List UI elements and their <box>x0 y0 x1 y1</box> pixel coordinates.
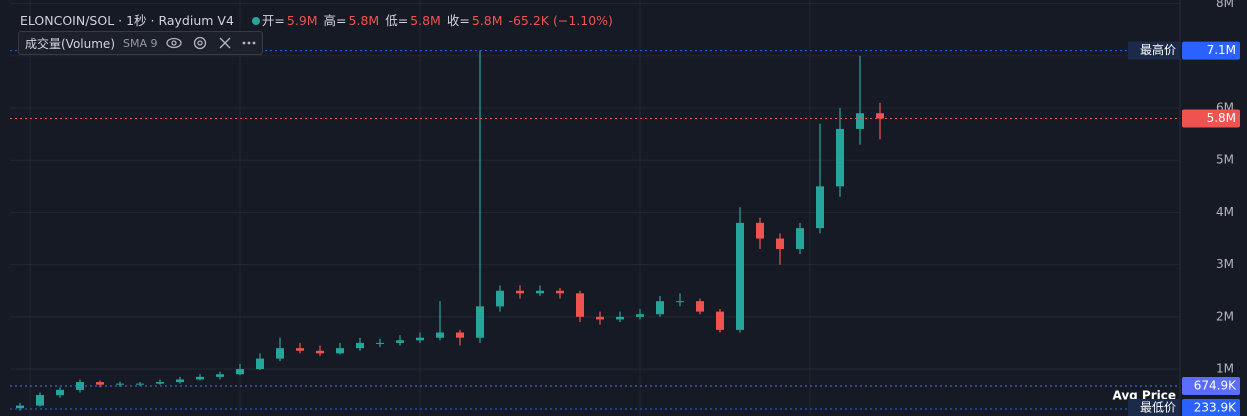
candle-body <box>656 301 664 315</box>
candle-body <box>496 290 504 307</box>
candle-body <box>276 348 284 359</box>
candle-body <box>816 186 824 229</box>
price-name-box <box>1128 399 1180 416</box>
candle-body <box>876 113 884 119</box>
candle-body <box>696 301 704 312</box>
candle-body <box>56 389 64 396</box>
price-name: 最高价 <box>1140 42 1176 57</box>
candle-body <box>476 306 484 338</box>
ohlc-value: 5.8M <box>471 13 503 28</box>
price-tag: 7.1M <box>1207 43 1236 57</box>
y-tick-label: 3M <box>1216 257 1234 271</box>
candle-body <box>376 342 384 344</box>
indicator-sma: SMA 9 <box>123 36 158 50</box>
candle-body <box>596 316 604 320</box>
price-tag: 5.8M <box>1207 111 1236 125</box>
y-tick-label: 5M <box>1216 153 1234 167</box>
ohlc-value: 5.9M <box>286 13 318 28</box>
candle-body <box>396 340 404 343</box>
y-tick-label: 4M <box>1216 205 1234 219</box>
candle-body <box>16 405 24 409</box>
candle-body <box>576 293 584 317</box>
candle-body <box>336 348 344 354</box>
y-tick-label: 2M <box>1216 309 1234 323</box>
price-name: Avg Price <box>1112 388 1176 402</box>
candle-body <box>236 369 244 375</box>
candle-body <box>536 290 544 294</box>
ohlc-value: 5.8M <box>410 13 441 28</box>
candle-body <box>316 350 324 354</box>
ohlc-label: 高= <box>323 13 347 28</box>
price-tag-box <box>1182 399 1240 416</box>
candle-body <box>856 113 864 129</box>
candle-body <box>756 222 764 239</box>
candle-body <box>36 395 44 406</box>
y-tick-label: 8M <box>1216 0 1234 10</box>
candle-body <box>116 383 124 385</box>
candle-body <box>136 383 144 385</box>
ohlc-label: 低= <box>385 13 409 28</box>
candle-body <box>96 382 104 385</box>
ohlc-value: 5.8M <box>348 13 380 28</box>
price-name-box <box>1128 41 1180 60</box>
candle-body <box>556 290 564 294</box>
price-tag: 674.9K <box>1194 378 1237 392</box>
legend-header: ELONCOIN/SOL · 1秒 · Raydium V4 开= 5.9M 高= 5… <box>20 10 615 29</box>
candle-body <box>736 222 744 330</box>
symbol: ELONCOIN/SOL · 1秒 · Raydium V4 <box>20 13 234 28</box>
candle-body <box>356 342 364 349</box>
candle-body <box>676 301 684 303</box>
candle-body <box>156 382 164 384</box>
candle-body <box>836 128 844 187</box>
status-dot <box>251 17 260 25</box>
price-tag: 233.9K <box>1194 401 1237 415</box>
price-tag-box <box>1182 41 1240 60</box>
ohlc-label: 开= <box>261 13 285 28</box>
candle-body <box>456 332 464 338</box>
candle-body <box>296 348 304 351</box>
indicator-legend: 成交量(Volume) SMA 9 <box>18 31 263 55</box>
candle-body <box>436 332 444 338</box>
candle-body <box>716 311 724 330</box>
candle-body <box>256 358 264 370</box>
change: -65.2K (−1.10%) <box>508 13 613 28</box>
y-tick-label: 1M <box>1216 362 1234 376</box>
price-name: 最低价 <box>1140 401 1176 415</box>
candle-body <box>516 290 524 294</box>
candle-body <box>216 374 224 377</box>
candle-body <box>636 314 644 317</box>
ohlc-label: 收= <box>446 13 470 28</box>
candle-body <box>176 379 184 383</box>
candle-body <box>616 316 624 320</box>
candle-body <box>796 228 804 249</box>
candle-body <box>416 337 424 341</box>
price-tag-box <box>1182 109 1240 128</box>
indicator-icons[interactable] <box>165 35 256 51</box>
price-tag-box <box>1182 376 1240 395</box>
candle-body <box>196 376 204 380</box>
indicator-name: 成交量(Volume) <box>25 36 115 51</box>
candle-body <box>776 238 784 249</box>
